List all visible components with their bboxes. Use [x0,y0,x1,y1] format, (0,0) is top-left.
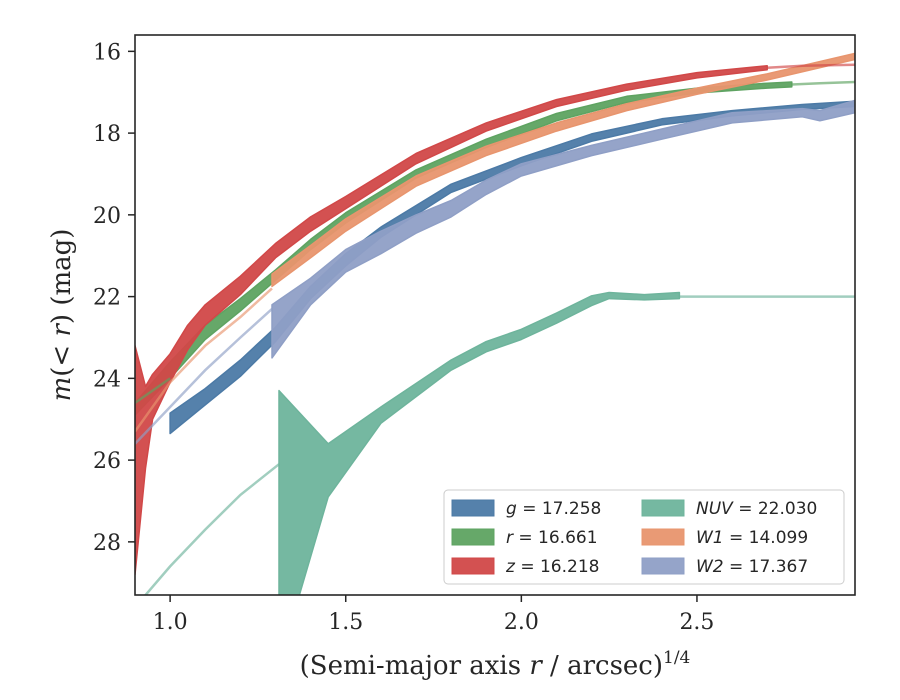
legend: g = 17.258 r = 16.661 z = 16.218 NUV = 22.0… [443,489,845,585]
legend-label-2: z = 16.218 [505,557,599,577]
legend-swatch-5 [641,557,685,575]
model-line-2 [135,377,171,404]
y-tick-label: 18 [93,122,121,147]
y-tick-label: 20 [93,204,121,229]
x-tick-label: 2.5 [679,610,714,635]
y-axis-label: m(< r) (mag) [47,229,77,402]
series-band-5 [271,99,855,359]
y-tick-label: 28 [93,531,121,556]
model-line-0 [135,287,273,433]
x-tick-label: 1.0 [153,610,188,635]
series-band-3 [278,291,681,595]
legend-label-0: g = 17.258 [506,499,601,519]
y-tick-label: 24 [93,367,121,392]
legend-entries: g = 17.258 r = 16.661 z = 16.218 NUV = 22.0… [451,499,817,577]
legend-swatch-1 [451,528,495,546]
legend-swatch-4 [641,528,685,546]
model-line-5 [143,463,280,595]
y-tick-label: 22 [93,286,121,311]
series-fill-layer [135,52,855,595]
plot-frame [134,34,856,596]
x-tick-label: 1.5 [328,610,363,635]
legend-swatch-0 [451,499,495,517]
legend-label-1: r = 16.661 [506,528,598,548]
series-band-2 [135,64,768,576]
y-tick-label: 16 [93,40,121,65]
y-tick-label: 26 [93,449,121,474]
series-band-0 [169,100,855,435]
legend-swatch-3 [641,499,685,517]
legend-swatch-2 [451,557,495,575]
series-band-4 [271,52,855,288]
legend-label-4: W1 = 14.099 [696,528,808,548]
x-tick-label: 2.0 [504,610,539,635]
x-axis-label: (Semi-major axis r / arcsec)1/4 [300,648,691,681]
model-line-1 [135,307,273,445]
legend-label-5: W2 = 17.367 [696,557,808,577]
model-line-3 [791,80,855,86]
tick-layer: 1.0 1.5 2.0 2.5 16 18 20 22 24 26 28 [93,40,714,635]
model-line-4 [767,63,855,69]
legend-label-3: NUV = 22.030 [696,499,817,519]
